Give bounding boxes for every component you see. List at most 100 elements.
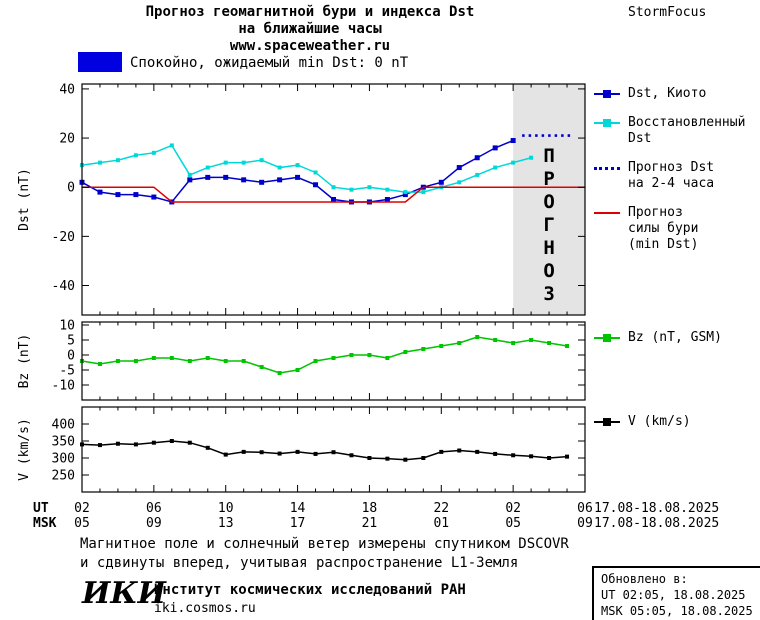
- series-marker: [295, 368, 300, 372]
- series-marker: [475, 172, 480, 177]
- series-marker: [187, 172, 192, 177]
- svg-text:17.08-18.08.2025: 17.08-18.08.2025: [594, 516, 719, 531]
- series-marker: [349, 453, 354, 458]
- legend-item-dst-kyoto: Dst, Киото: [594, 86, 760, 102]
- series-marker: [510, 138, 516, 144]
- svg-text:05: 05: [74, 516, 90, 531]
- svg-text:06: 06: [146, 501, 162, 516]
- series-marker: [457, 448, 462, 453]
- svg-text:З: З: [543, 283, 554, 305]
- series-marker: [493, 338, 498, 342]
- series-marker: [259, 450, 264, 455]
- series-marker: [259, 365, 264, 369]
- series-marker: [97, 443, 102, 448]
- series-marker: [115, 192, 121, 198]
- plot-frame: [81, 321, 586, 401]
- svg-text:5: 5: [67, 334, 75, 349]
- series-marker: [169, 356, 174, 360]
- institute-name: Институт космических исследований РАН: [154, 582, 466, 598]
- series-marker: [241, 177, 247, 183]
- series-marker: [223, 452, 228, 457]
- v-plot: 400 350 300 250 V (km/s): [17, 406, 586, 493]
- series-line: [81, 144, 532, 193]
- svg-text:-5: -5: [59, 364, 75, 379]
- svg-text:20: 20: [59, 132, 75, 147]
- svg-text:400: 400: [52, 418, 75, 433]
- svg-text:П: П: [543, 145, 554, 167]
- series-marker: [205, 165, 210, 170]
- series-marker: [474, 155, 480, 161]
- svg-text:UT: UT: [33, 501, 49, 516]
- series-marker: [331, 356, 336, 360]
- series-marker: [511, 160, 516, 165]
- series-marker: [187, 359, 192, 363]
- v-legend: V (km/s): [594, 414, 760, 430]
- svg-text:13: 13: [218, 516, 234, 531]
- swatch-line: [594, 167, 620, 170]
- series-marker: [151, 150, 156, 155]
- restored-dst-swatch: [594, 118, 620, 128]
- series-marker: [187, 177, 193, 183]
- dst-kyoto-swatch: [594, 89, 620, 99]
- legend-label-storm-strength: Прогноз силы бури (min Dst): [628, 205, 699, 252]
- iki-logo: ИКИ: [82, 576, 166, 611]
- svg-text:350: 350: [52, 435, 75, 450]
- series-marker: [403, 350, 408, 354]
- series-marker: [547, 341, 552, 345]
- series-marker: [241, 160, 246, 165]
- brand-label: StormFocus: [628, 5, 707, 20]
- legend-label-v: V (km/s): [628, 414, 691, 429]
- x-axis-labels: UTMSK0205060910131417182122010205060917.…: [33, 501, 719, 531]
- series-marker: [457, 180, 462, 185]
- series-marker: [97, 160, 102, 165]
- series-marker: [295, 174, 301, 180]
- measurement-note-line1: Магнитное поле и солнечный ветер измерен…: [80, 536, 569, 552]
- series-marker: [439, 449, 444, 454]
- storm-status-label: Спокойно, ожидаемый min Dst: 0 nT: [130, 55, 409, 71]
- series-marker: [115, 359, 120, 363]
- swatch-marker: [603, 334, 611, 342]
- series-marker: [259, 179, 265, 185]
- svg-text:0: 0: [67, 181, 75, 196]
- series-marker: [151, 440, 156, 445]
- y-axis-label: Dst (nT): [17, 168, 32, 231]
- series-marker: [169, 143, 174, 148]
- svg-text:-40: -40: [52, 279, 75, 294]
- legend-label-bz: Bz (nT, GSM): [628, 330, 722, 345]
- updated-box: Обновлено в: UT 02:05, 18.08.2025 MSK 05…: [592, 566, 760, 620]
- series-marker: [529, 454, 534, 459]
- series-marker: [475, 449, 480, 454]
- series-marker: [205, 356, 210, 360]
- series-marker: [493, 165, 498, 170]
- svg-text:02: 02: [74, 501, 90, 516]
- series-marker: [169, 439, 174, 443]
- series-marker: [205, 174, 211, 180]
- series-marker: [565, 344, 570, 348]
- page-subtitle: на ближайшие часы: [238, 21, 382, 37]
- series-marker: [403, 190, 408, 195]
- svg-text:О: О: [543, 191, 554, 213]
- svg-text:0: 0: [67, 349, 75, 364]
- series-marker: [133, 442, 138, 447]
- series-marker: [115, 441, 120, 446]
- iki-site-link: iki.cosmos.ru: [154, 601, 256, 616]
- series-marker: [439, 344, 444, 348]
- storm-strength-swatch: [594, 208, 620, 218]
- series-marker: [205, 445, 210, 450]
- series-marker: [492, 145, 498, 151]
- svg-text:01: 01: [433, 516, 449, 531]
- swatch-marker: [603, 90, 611, 98]
- series-marker: [565, 454, 570, 459]
- svg-text:О: О: [543, 260, 554, 282]
- series-marker: [349, 353, 354, 357]
- svg-text:09: 09: [577, 516, 593, 531]
- svg-text:02: 02: [505, 501, 521, 516]
- series-marker: [313, 182, 319, 188]
- svg-text:-20: -20: [52, 230, 75, 245]
- series-marker: [133, 359, 138, 363]
- svg-text:250: 250: [52, 469, 75, 484]
- v-swatch: [594, 417, 620, 427]
